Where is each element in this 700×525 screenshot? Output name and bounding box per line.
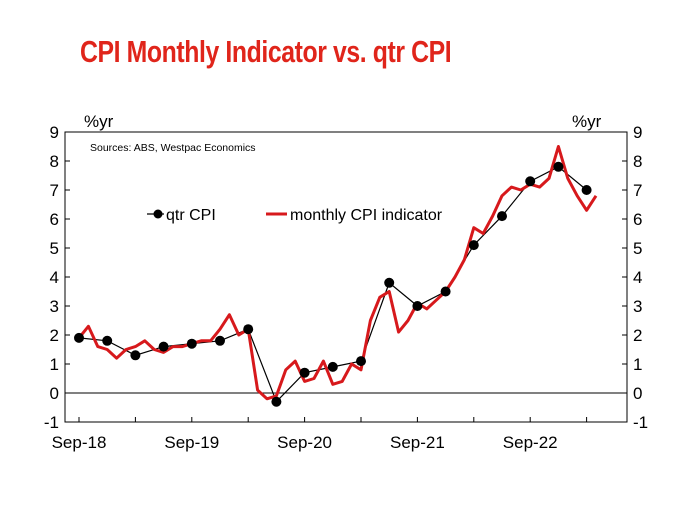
legend-label-qtr-cpi: qtr CPI	[166, 207, 216, 224]
qtr-cpi-point	[215, 335, 225, 346]
y-axis-unit-left: %yr	[84, 112, 114, 131]
qtr-cpi-point	[158, 341, 169, 352]
qtr-cpi-point	[440, 286, 451, 297]
y-tick-label-right: 4	[633, 268, 642, 287]
y-tick-label-left: -1	[44, 413, 59, 432]
chart-title: CPI Monthly Indicator vs. qtr CPI	[80, 34, 452, 69]
y-tick-label-right: -1	[633, 413, 648, 432]
y-tick-label-right: 5	[633, 239, 642, 258]
y-tick-label-left: 8	[50, 152, 59, 171]
y-tick-label-left: 5	[50, 239, 59, 258]
y-tick-label-right: 8	[633, 152, 642, 171]
y-tick-label-left: 2	[50, 326, 59, 345]
qtr-cpi-point	[327, 361, 338, 372]
qtr-cpi-point	[525, 176, 536, 187]
y-tick-label-right: 3	[633, 297, 642, 316]
legend-swatch-qtr-cpi-marker	[153, 209, 163, 219]
qtr-cpi-point	[384, 277, 395, 288]
qtr-cpi-point	[468, 240, 479, 251]
qtr-cpi-point	[299, 367, 310, 378]
y-tick-label-left: 6	[50, 210, 59, 229]
qtr-cpi-point	[186, 338, 197, 349]
qtr-cpi-point	[130, 350, 141, 361]
y-tick-label-right: 0	[633, 384, 642, 403]
axes: -1 -1 0 0 1 1 2 2 3 3 4 4 5 5 6 6 7 7 8 8 9 9 Sep-18 Sep-19 Sep-…	[44, 123, 648, 452]
y-tick-label-right: 2	[633, 326, 642, 345]
qtr-cpi-point	[102, 335, 113, 346]
x-tick-label: Sep-18	[52, 433, 107, 452]
legend-label-monthly-cpi: monthly CPI indicator	[290, 207, 443, 224]
y-tick-label-left: 1	[50, 355, 59, 374]
qtr-cpi-point	[271, 396, 282, 407]
source-note: Sources: ABS, Westpac Economics	[90, 142, 256, 154]
qtr-cpi-point	[553, 161, 564, 172]
x-tick-label: Sep-22	[503, 433, 558, 452]
y-tick-label-left: 0	[50, 384, 59, 403]
qtr-cpi-point	[412, 301, 423, 311]
x-tick-label: Sep-20	[277, 433, 332, 452]
y-tick-label-left: 4	[50, 268, 59, 287]
y-tick-label-left: 7	[50, 181, 59, 200]
qtr-cpi-point	[243, 324, 254, 335]
y-tick-label-right: 9	[633, 123, 642, 142]
series-layer	[74, 145, 598, 407]
y-tick-label-left: 3	[50, 297, 59, 316]
y-tick-label-left: 9	[50, 123, 59, 142]
qtr-cpi-point	[356, 356, 366, 367]
y-tick-label-right: 6	[633, 210, 642, 229]
legend: qtr CPI monthly CPI indicator	[147, 207, 443, 224]
y-tick-label-right: 7	[633, 181, 642, 200]
x-tick-label: Sep-21	[390, 433, 445, 452]
qtr-cpi-point	[581, 185, 592, 195]
y-tick-label-right: 1	[633, 355, 642, 374]
y-axis-unit-right: %yr	[572, 112, 602, 131]
series-monthly-cpi-line	[77, 145, 598, 401]
qtr-cpi-point	[74, 332, 84, 343]
qtr-cpi-point	[497, 211, 507, 222]
x-tick-label: Sep-19	[164, 433, 219, 452]
